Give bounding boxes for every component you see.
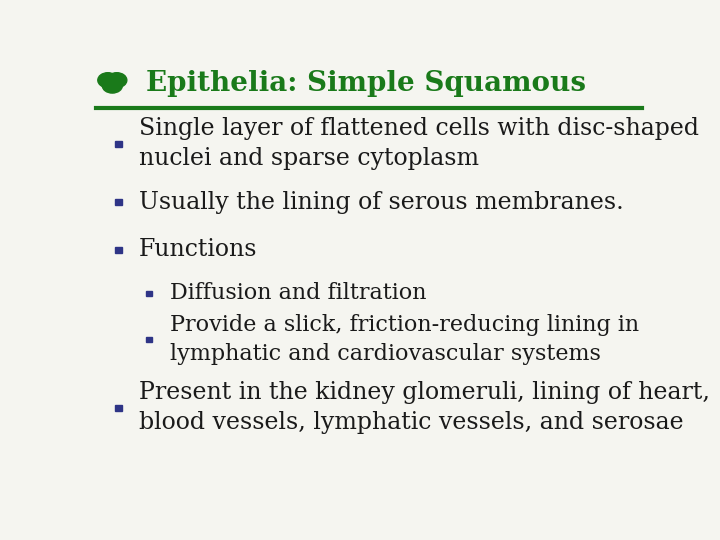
FancyBboxPatch shape bbox=[115, 405, 122, 410]
Text: Usually the lining of serous membranes.: Usually the lining of serous membranes. bbox=[139, 191, 624, 213]
FancyBboxPatch shape bbox=[145, 337, 152, 341]
FancyBboxPatch shape bbox=[115, 247, 122, 253]
Text: Single layer of flattened cells with disc-shaped
nuclei and sparse cytoplasm: Single layer of flattened cells with dis… bbox=[139, 117, 699, 171]
Circle shape bbox=[98, 73, 118, 87]
Text: Present in the kidney glomeruli, lining of heart,
blood vessels, lymphatic vesse: Present in the kidney glomeruli, lining … bbox=[139, 381, 710, 435]
Text: Diffusion and filtration: Diffusion and filtration bbox=[170, 282, 426, 305]
Text: Epithelia: Simple Squamous: Epithelia: Simple Squamous bbox=[145, 70, 586, 97]
Circle shape bbox=[102, 78, 122, 93]
FancyBboxPatch shape bbox=[145, 291, 152, 296]
FancyBboxPatch shape bbox=[115, 199, 122, 205]
Circle shape bbox=[107, 73, 127, 87]
Text: Functions: Functions bbox=[139, 238, 258, 261]
FancyBboxPatch shape bbox=[115, 141, 122, 146]
Text: Provide a slick, friction-reducing lining in
lymphatic and cardiovascular system: Provide a slick, friction-reducing linin… bbox=[170, 314, 639, 364]
